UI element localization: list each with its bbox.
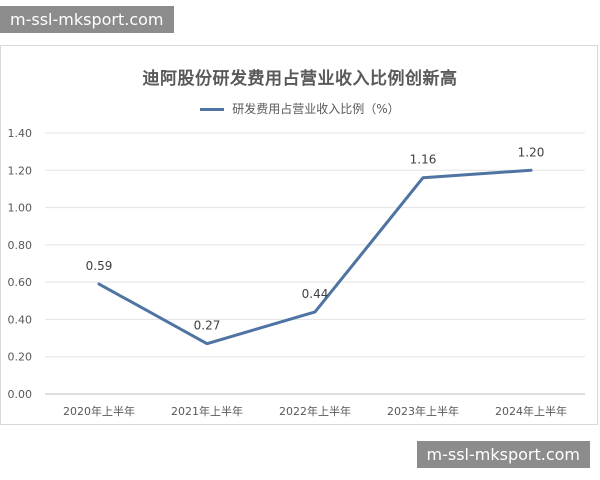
series-line (97, 168, 533, 346)
data-label: 0.44 (302, 287, 329, 301)
y-tick-label: 0.20 (8, 351, 33, 364)
y-tick-label: 1.00 (8, 202, 33, 215)
y-tick-label: 1.20 (8, 164, 33, 177)
y-tick-label: 1.40 (8, 127, 33, 140)
data-label: 0.59 (86, 259, 113, 273)
x-tick-label: 2020年上半年 (63, 404, 135, 418)
y-tick-label: 0.00 (8, 388, 33, 401)
watermark-bottom: m-ssl-mksport.com (416, 441, 590, 468)
y-tick-label: 0.40 (8, 313, 33, 326)
chart-title: 迪阿股份研发费用占营业收入比例创新高 (142, 69, 458, 89)
x-tick-label: 2021年上半年 (171, 404, 243, 418)
legend-label: 研发费用占营业收入比例（%） (232, 102, 400, 116)
watermark-top: m-ssl-mksport.com (0, 6, 174, 33)
y-tick-label: 0.80 (8, 239, 33, 252)
chart-frame (0, 45, 598, 425)
legend: 研发费用占营业收入比例（%） (0, 100, 600, 117)
x-tick-label: 2023年上半年 (387, 404, 459, 418)
legend-swatch (200, 108, 225, 111)
y-tick-label: 0.60 (8, 276, 33, 289)
data-label: 1.16 (410, 153, 437, 167)
data-label: 1.20 (518, 145, 545, 159)
x-tick-label: 2024年上半年 (495, 404, 567, 418)
x-tick-label: 2022年上半年 (279, 404, 351, 418)
data-label: 0.27 (194, 319, 221, 333)
